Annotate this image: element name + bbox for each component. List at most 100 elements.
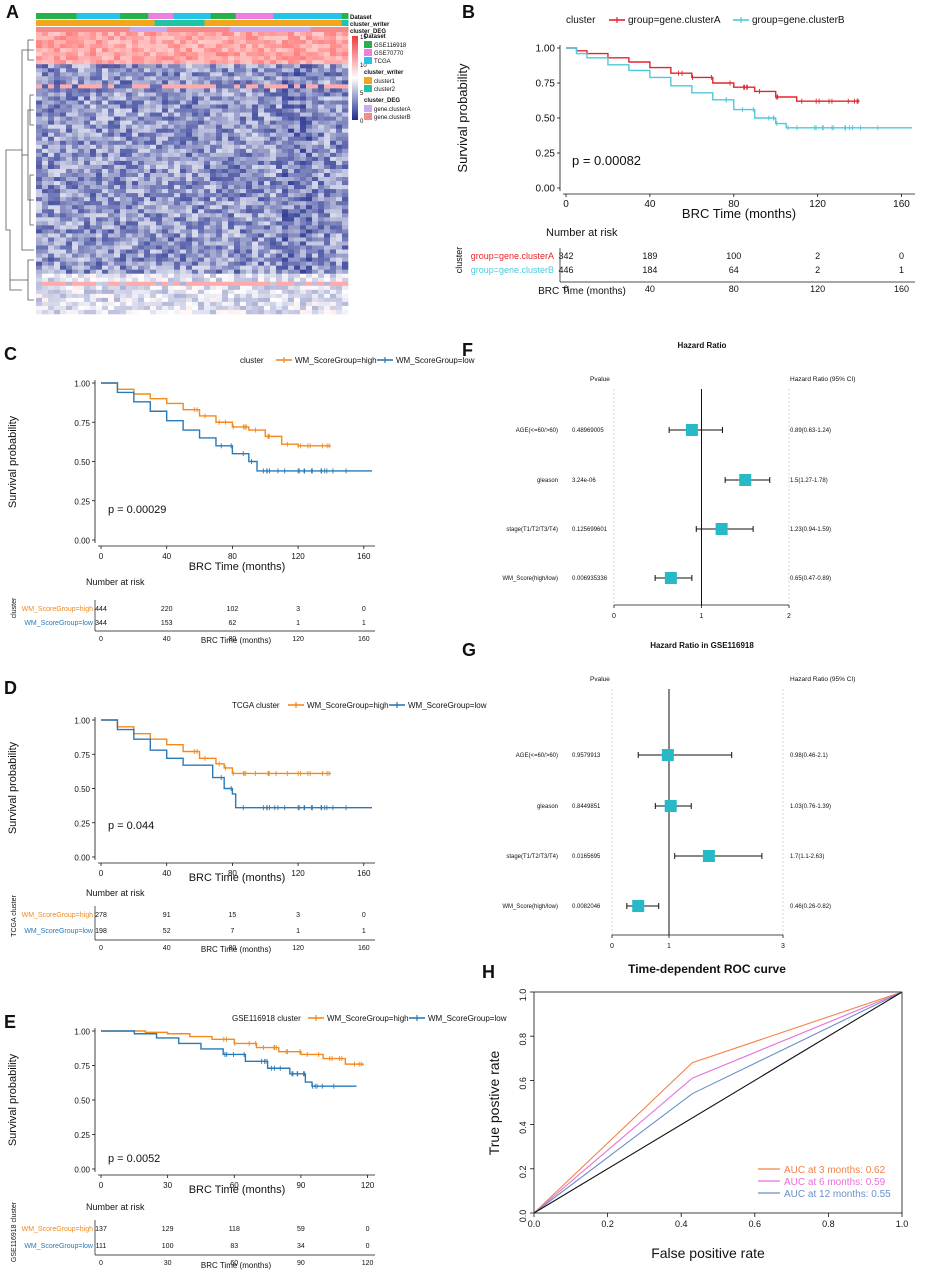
heatmap-cell: [48, 44, 55, 49]
heatmap-cell: [144, 293, 151, 299]
forest-row-hr: 1.23(0.94-1.59): [790, 527, 831, 533]
heatmap-cell: [210, 112, 217, 117]
heatmap-cell: [66, 233, 73, 238]
heatmap-cell: [228, 249, 235, 254]
heatmap-cell: [60, 100, 67, 105]
heatmap-cell: [312, 189, 319, 194]
heatmap-cell: [156, 233, 163, 238]
heatmap-cell: [228, 193, 235, 198]
heatmap-cell: [324, 309, 331, 315]
heatmap-cell: [66, 116, 73, 121]
heatmap-cell: [66, 257, 73, 262]
heatmap-cell: [174, 205, 181, 210]
heatmap-cell: [180, 217, 187, 222]
risk-x-tick-label: 120: [362, 1260, 374, 1267]
heatmap-cell: [186, 289, 193, 295]
heatmap-cell: [252, 104, 259, 109]
heatmap-cell: [180, 92, 187, 97]
heatmap-cell: [96, 237, 103, 242]
heatmap-cell: [342, 144, 349, 150]
heatmap-cell: [300, 148, 307, 154]
legend-swatch: [364, 77, 372, 84]
heatmap-cell: [306, 168, 313, 174]
heatmap-cell: [204, 108, 211, 113]
heatmap-cell: [114, 164, 121, 170]
heatmap-cell: [258, 72, 265, 77]
heatmap-cell: [264, 241, 271, 246]
heatmap-cell: [132, 309, 139, 315]
heatmap-cell: [144, 261, 151, 266]
heatmap-cell: [228, 156, 235, 162]
heatmap-cell: [150, 132, 157, 138]
heatmap-cell: [312, 229, 319, 234]
heatmap-cell: [312, 209, 319, 214]
heatmap-cell: [150, 309, 157, 315]
heatmap-cell: [342, 293, 349, 299]
heatmap-cell: [96, 56, 103, 61]
km-x-tick-label: 120: [291, 552, 305, 561]
heatmap-cell: [276, 221, 283, 226]
heatmap-cell: [216, 144, 223, 150]
heatmap-cell: [336, 136, 343, 142]
heatmap-cell: [54, 185, 61, 190]
roc-curve-1: [533, 991, 903, 1214]
heatmap-cell: [264, 197, 271, 202]
heatmap-cell: [312, 52, 319, 57]
heatmap-cell: [258, 136, 265, 142]
heatmap-cell: [300, 301, 307, 307]
heatmap-cell: [342, 84, 349, 89]
heatmap-cell: [42, 76, 49, 81]
heatmap-cell: [276, 229, 283, 234]
heatmap-cell: [132, 261, 139, 266]
heatmap-cell: [48, 281, 55, 287]
heatmap-cell: [192, 209, 199, 214]
heatmap-cell: [330, 76, 337, 81]
dataset-segment: [341, 13, 349, 19]
heatmap-cell: [198, 249, 205, 254]
heatmap-cell: [342, 197, 349, 202]
roc-y-tick-label: 0.0: [518, 1210, 528, 1223]
heatmap-cell: [66, 209, 73, 214]
heatmap-cell: [228, 80, 235, 85]
heatmap-cell: [294, 80, 301, 85]
risk-value: 1: [362, 928, 366, 935]
heatmap-cell: [306, 52, 313, 57]
heatmap-cell: [264, 168, 271, 174]
heatmap-cell: [270, 269, 277, 275]
heatmap-cell: [246, 237, 253, 242]
heatmap-cell: [48, 36, 55, 41]
heatmap-cell: [162, 233, 169, 238]
heatmap-cell: [90, 273, 97, 279]
heatmap-cell: [66, 253, 73, 258]
heatmap-cell: [222, 56, 229, 61]
heatmap-cell: [210, 197, 217, 202]
heatmap-cell: [270, 120, 277, 125]
km-pvalue: p = 0.044: [108, 820, 154, 832]
heatmap-cell: [204, 112, 211, 117]
heatmap-cell: [150, 185, 157, 190]
heatmap-cell: [192, 181, 199, 186]
heatmap-cell: [54, 68, 61, 73]
heatmap-cell: [198, 116, 205, 121]
heatmap-cell: [288, 44, 295, 49]
heatmap-cell: [222, 281, 229, 287]
heatmap-cell: [276, 297, 283, 303]
heatmap-cell: [306, 209, 313, 214]
forest-col-pvalue: Pvalue: [590, 676, 610, 683]
heatmap-cell: [288, 168, 295, 174]
heatmap-cell: [138, 104, 145, 109]
heatmap-cell: [54, 104, 61, 109]
heatmap-cell: [210, 201, 217, 206]
heatmap-cell: [342, 305, 349, 311]
heatmap-cell: [96, 269, 103, 275]
heatmap-cell: [144, 116, 151, 121]
heatmap-cell: [306, 229, 313, 234]
heatmap-cell: [222, 201, 229, 206]
heatmap-cell: [42, 237, 49, 242]
heatmap-cell: [54, 173, 61, 178]
heatmap-cell: [186, 120, 193, 125]
heatmap-cell: [318, 60, 325, 65]
heatmap-cell: [204, 173, 211, 178]
heatmap-cell: [282, 233, 289, 238]
heatmap-cell: [216, 193, 223, 198]
